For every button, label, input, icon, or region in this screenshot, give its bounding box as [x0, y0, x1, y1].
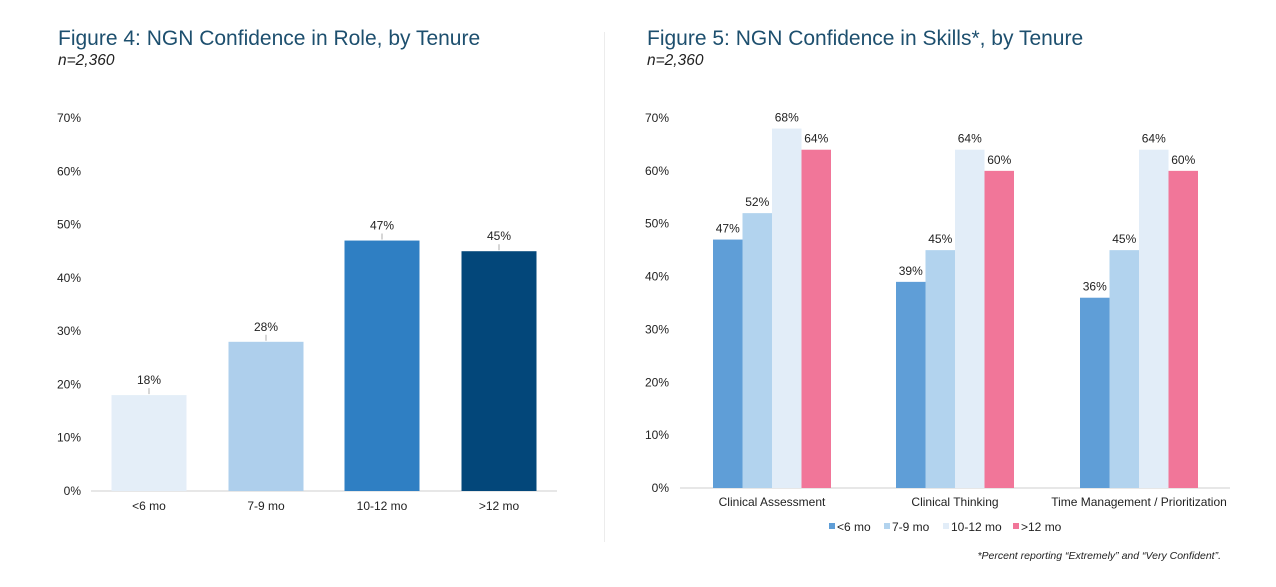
fig5-data-label: 60% [987, 153, 1011, 167]
figure4-chart: 0% 10% 20% 30% 40% 50% 60% 70% 18% <6 mo 28% 7-9 mo… [57, 111, 557, 513]
fig4-y-tick-label: 0% [64, 484, 82, 498]
fig5-legend-label: <6 mo [837, 520, 871, 534]
fig5-bar [1139, 149, 1169, 488]
fig5-y-tick-label: 0% [652, 481, 670, 495]
figure5-title: Figure 5: NGN Confidence in Skills*, by … [647, 27, 1084, 50]
fig5-y-tick-label: 10% [645, 428, 669, 442]
fig5-data-label: 52% [745, 195, 769, 209]
fig5-data-label: 68% [775, 111, 799, 125]
fig5-data-label: 64% [804, 132, 828, 146]
fig5-bar [742, 213, 772, 488]
fig5-data-label: 45% [1112, 232, 1136, 246]
fig5-x-tick-label: Clinical Thinking [911, 495, 998, 509]
fig5-bar [1109, 250, 1139, 488]
fig4-bar [344, 240, 420, 491]
figure4-subtitle: n=2,360 [58, 52, 115, 69]
fig5-bar [925, 250, 955, 488]
fig5-data-label: 47% [716, 222, 740, 236]
fig5-legend-swatch [1013, 523, 1019, 529]
fig5-data-label: 60% [1171, 153, 1195, 167]
fig5-legend-label: 10-12 mo [951, 520, 1002, 534]
fig4-bar [461, 251, 537, 491]
fig5-data-label: 36% [1083, 280, 1107, 294]
fig5-data-label: 64% [1142, 132, 1166, 146]
fig5-y-tick-label: 20% [645, 375, 669, 389]
fig5-y-tick-label: 60% [645, 164, 669, 178]
fig5-x-tick-label: Time Management / Prioritization [1051, 495, 1227, 509]
fig5-data-label: 64% [958, 132, 982, 146]
fig5-y-tick-label: 30% [645, 322, 669, 336]
fig5-legend-swatch [829, 523, 835, 529]
fig5-legend-label: >12 mo [1021, 520, 1062, 534]
fig5-legend-label: 7-9 mo [892, 520, 930, 534]
fig4-x-tick-label: <6 mo [132, 499, 166, 513]
fig4-data-label: 47% [370, 219, 394, 233]
fig4-y-tick-label: 10% [57, 431, 81, 445]
fig5-y-tick-label: 70% [645, 111, 669, 125]
panel-divider [604, 32, 605, 542]
fig5-x-tick-label: Clinical Assessment [719, 495, 826, 509]
fig5-data-label: 39% [899, 264, 923, 278]
fig5-y-tick-label: 50% [645, 217, 669, 231]
figure4-title: Figure 4: NGN Confidence in Role, by Ten… [58, 27, 481, 50]
fig4-y-tick-label: 60% [57, 164, 81, 178]
fig4-x-tick-label: 7-9 mo [247, 499, 285, 513]
fig5-bar [772, 128, 802, 489]
fig5-bar [801, 149, 831, 488]
fig4-bar [228, 341, 304, 491]
fig5-legend-swatch [943, 523, 949, 529]
fig4-y-tick-label: 40% [57, 271, 81, 285]
fig5-bar [1168, 170, 1198, 488]
fig4-y-tick-label: 70% [57, 111, 81, 125]
fig4-x-tick-label: >12 mo [479, 499, 520, 513]
fig5-data-label: 45% [928, 232, 952, 246]
fig4-data-label: 18% [137, 373, 161, 387]
fig5-bar [713, 239, 743, 488]
fig5-legend-swatch [884, 523, 890, 529]
figure5-footnote: *Percent reporting “Extremely” and “Very… [977, 550, 1221, 562]
fig4-y-tick-label: 50% [57, 218, 81, 232]
fig4-data-label: 45% [487, 229, 511, 243]
fig5-bar [984, 170, 1014, 488]
fig4-y-tick-label: 20% [57, 377, 81, 391]
fig4-y-tick-label: 30% [57, 324, 81, 338]
fig4-x-tick-label: 10-12 mo [357, 499, 408, 513]
figure5-subtitle: n=2,360 [647, 52, 704, 69]
fig5-bar [896, 281, 926, 488]
fig4-bar [111, 395, 187, 491]
fig5-y-tick-label: 40% [645, 270, 669, 284]
fig4-data-label: 28% [254, 320, 278, 334]
fig5-bar [1080, 297, 1110, 488]
fig5-bar [955, 149, 985, 488]
